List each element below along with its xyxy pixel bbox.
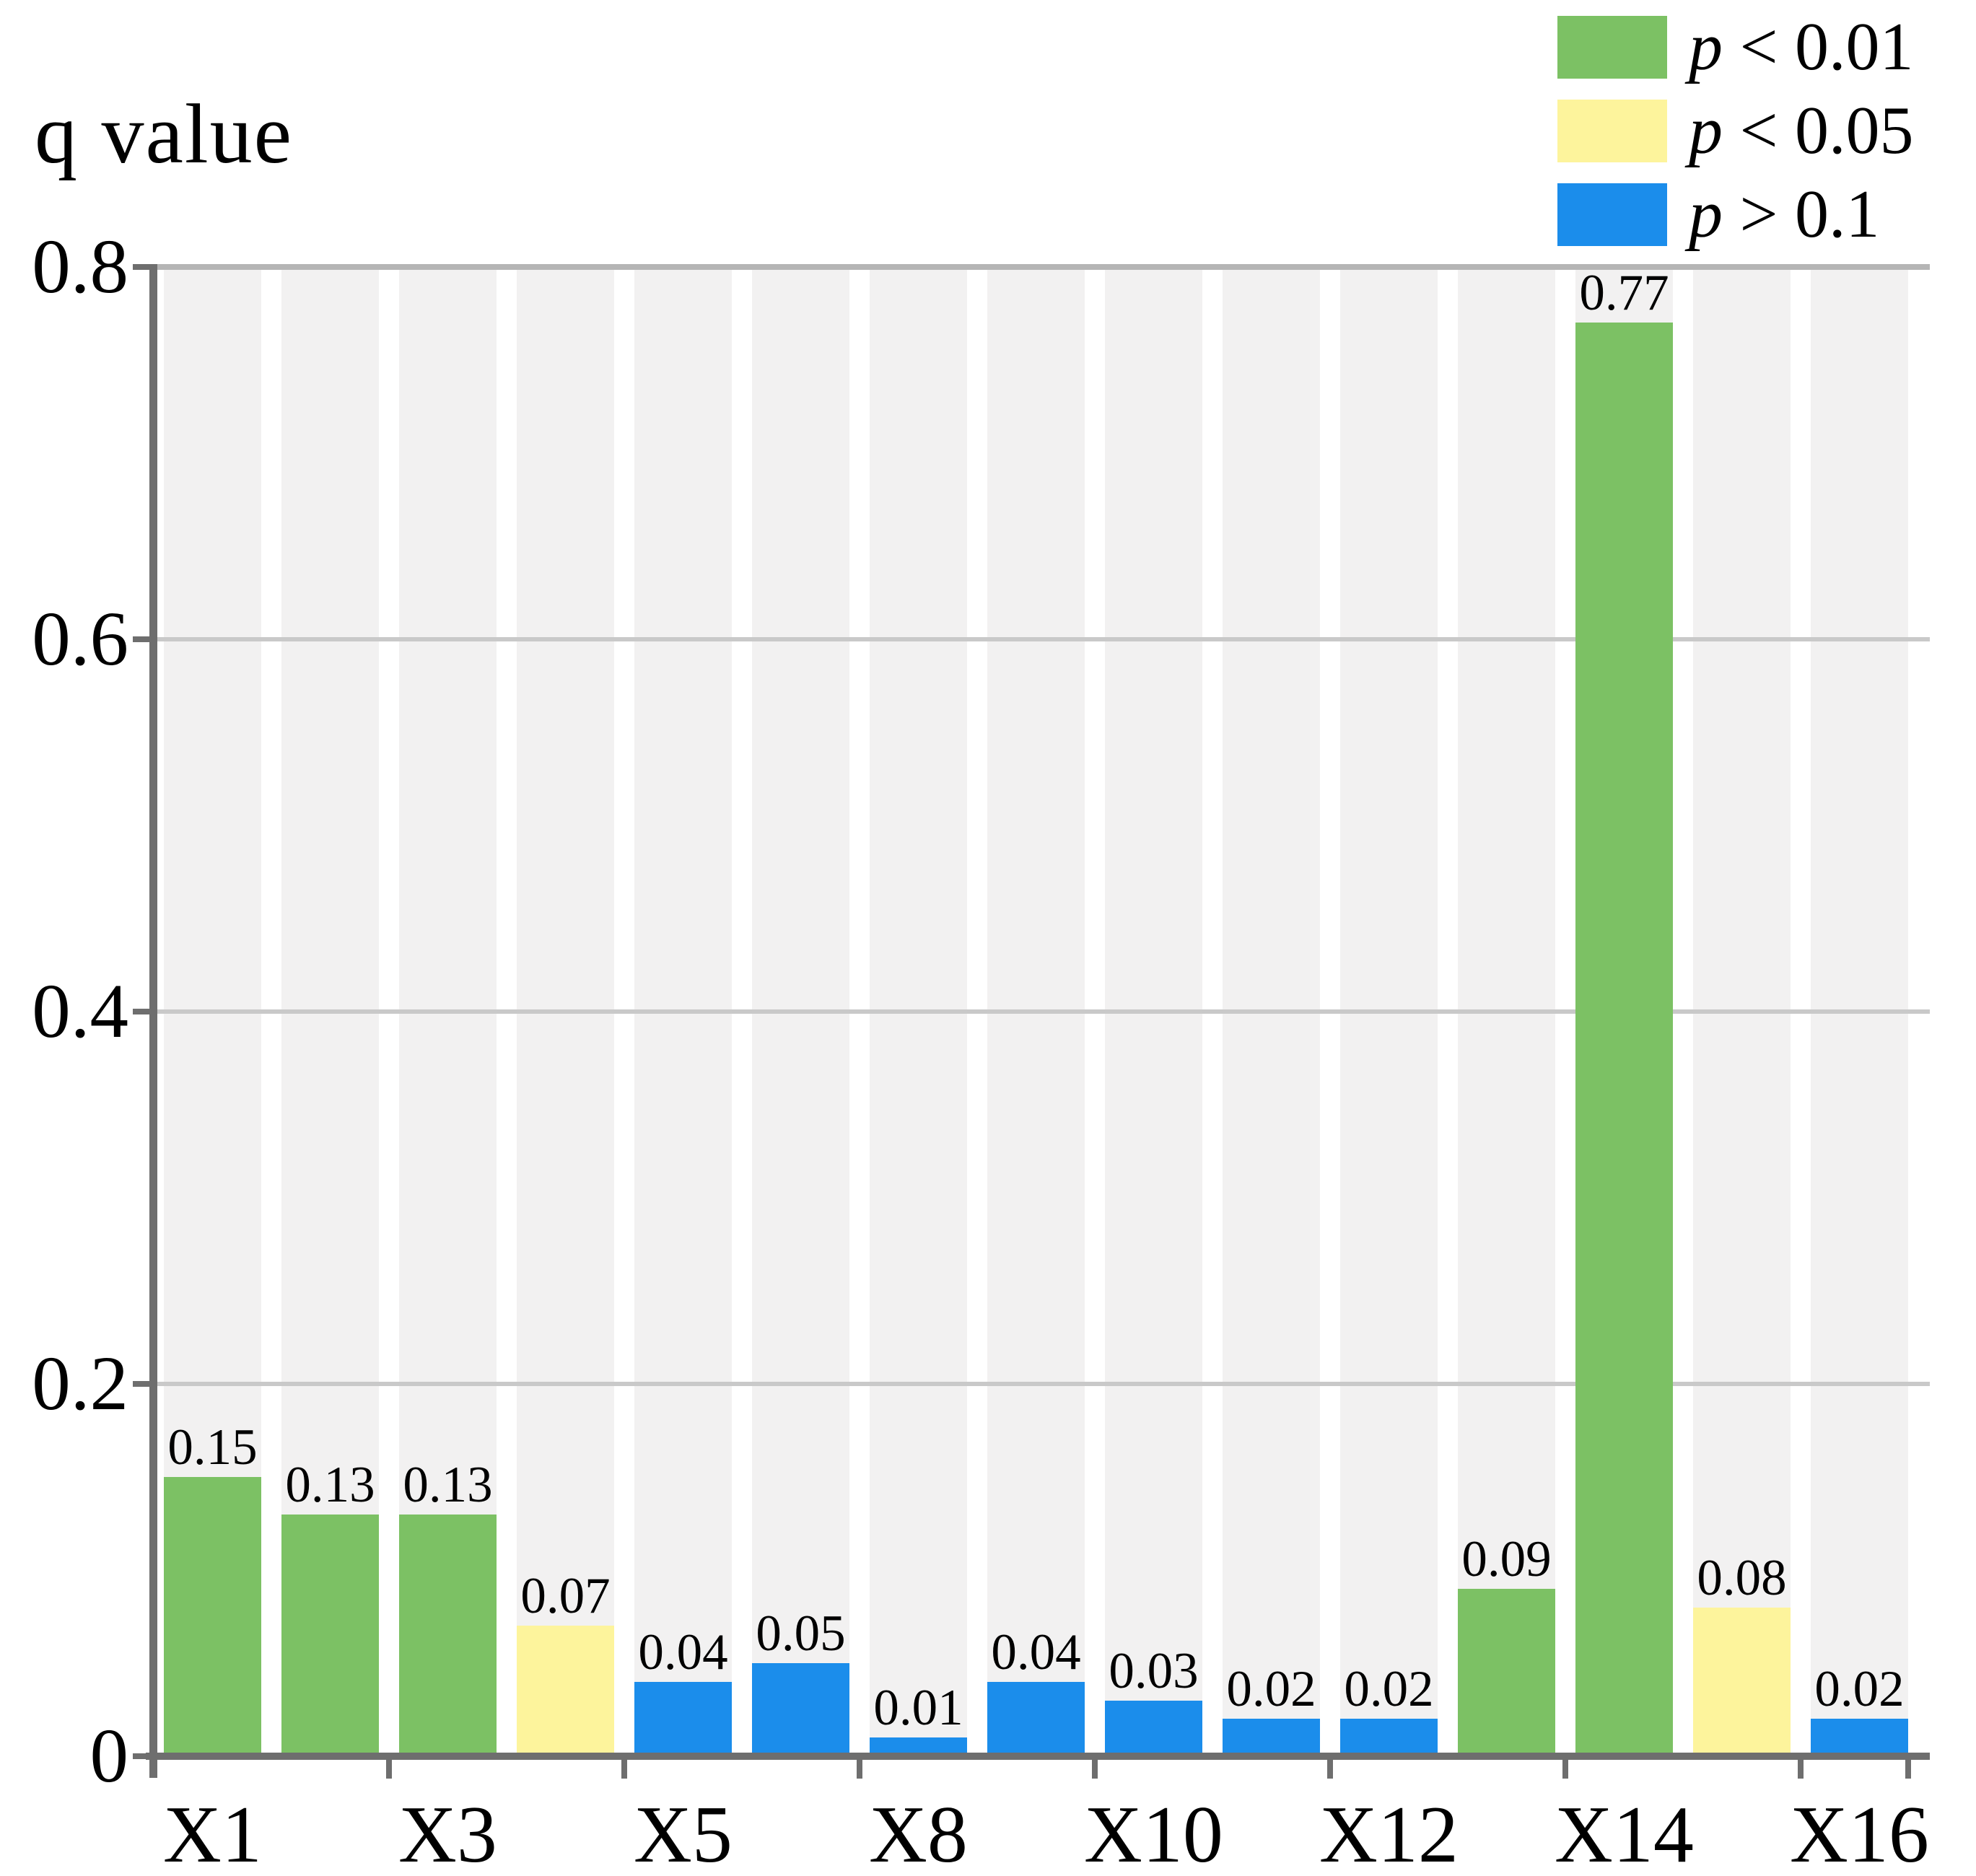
legend-label: p > 0.1 bbox=[1689, 180, 1880, 248]
y-axis-tick bbox=[133, 264, 149, 270]
legend-threshold-text: > 0.1 bbox=[1723, 177, 1880, 252]
bar bbox=[1340, 1719, 1438, 1753]
x-axis-tick bbox=[1905, 1760, 1911, 1779]
bar-value-label: 0.02 bbox=[1814, 1661, 1905, 1717]
bar-value-label: 0.77 bbox=[1579, 265, 1669, 321]
y-axis-tick-label: 0.4 bbox=[32, 968, 128, 1054]
y-axis-tick bbox=[133, 1753, 149, 1759]
bar-value-label: 0.05 bbox=[756, 1605, 846, 1662]
legend-item: p < 0.01 bbox=[1557, 13, 1914, 81]
x-axis-tick bbox=[1798, 1760, 1804, 1779]
x-axis-tick bbox=[1562, 1760, 1568, 1779]
bar-value-label: 0.07 bbox=[520, 1568, 611, 1624]
bar bbox=[164, 1477, 261, 1753]
y-axis-title: q value bbox=[35, 87, 294, 181]
bar-value-label: 0.02 bbox=[1226, 1661, 1316, 1717]
legend-threshold-text: < 0.01 bbox=[1723, 9, 1914, 84]
bar bbox=[281, 1515, 379, 1753]
x-axis-tick bbox=[621, 1760, 627, 1779]
bar bbox=[1575, 323, 1673, 1753]
legend-swatch bbox=[1557, 183, 1667, 246]
x-axis-tick-label: X14 bbox=[1555, 1790, 1694, 1876]
bar bbox=[634, 1682, 732, 1753]
gridline bbox=[157, 637, 1930, 641]
y-axis-tick-label: 0.8 bbox=[32, 224, 128, 310]
gridline bbox=[157, 1009, 1930, 1014]
x-axis-tick-label: X5 bbox=[634, 1790, 733, 1876]
x-axis-tick-label: X1 bbox=[163, 1790, 262, 1876]
legend-label: p < 0.01 bbox=[1689, 13, 1914, 81]
legend-threshold-text: < 0.05 bbox=[1723, 93, 1914, 168]
x-axis-tick-label: X12 bbox=[1319, 1790, 1459, 1876]
bar bbox=[987, 1682, 1085, 1753]
bar-value-label: 0.13 bbox=[403, 1457, 493, 1513]
bar-value-label: 0.03 bbox=[1109, 1643, 1199, 1699]
bar bbox=[399, 1515, 497, 1753]
bar bbox=[1693, 1608, 1791, 1753]
y-axis-tick-label: 0.2 bbox=[32, 1341, 128, 1426]
legend-swatch bbox=[1557, 16, 1667, 79]
x-axis-tick bbox=[857, 1760, 862, 1779]
y-axis-tick bbox=[133, 1381, 149, 1387]
legend-p-symbol: p bbox=[1689, 177, 1723, 252]
x-axis-line bbox=[146, 1753, 1930, 1760]
bar-value-label: 0.02 bbox=[1344, 1661, 1434, 1717]
bar bbox=[1811, 1719, 1908, 1753]
x-axis-tick-label: X10 bbox=[1084, 1790, 1223, 1876]
bar-value-label: 0.04 bbox=[638, 1624, 728, 1680]
x-axis-tick bbox=[1092, 1760, 1098, 1779]
legend-swatch bbox=[1557, 100, 1667, 162]
gridline bbox=[157, 1382, 1930, 1386]
bar-value-label: 0.09 bbox=[1461, 1531, 1552, 1587]
bar-value-label: 0.13 bbox=[285, 1457, 375, 1513]
y-axis-tick bbox=[133, 636, 149, 642]
x-axis-tick bbox=[386, 1760, 392, 1779]
y-axis-tick bbox=[133, 1009, 149, 1014]
legend-item: p > 0.1 bbox=[1557, 180, 1914, 248]
bar bbox=[1223, 1719, 1320, 1753]
bar-value-label: 0.08 bbox=[1697, 1550, 1787, 1606]
x-axis-tick bbox=[1327, 1760, 1333, 1779]
x-axis-tick-label: X3 bbox=[398, 1790, 497, 1876]
legend-label: p < 0.05 bbox=[1689, 97, 1914, 165]
y-axis-tick-label: 0.6 bbox=[32, 596, 128, 682]
legend: p < 0.01 p < 0.05 p > 0.1 bbox=[1557, 13, 1914, 267]
bar-value-label: 0.15 bbox=[167, 1419, 258, 1476]
legend-p-symbol: p bbox=[1689, 93, 1723, 168]
bar bbox=[517, 1626, 614, 1753]
bar-value-label: 0.01 bbox=[873, 1680, 963, 1736]
x-axis-tick-label: X8 bbox=[869, 1790, 968, 1876]
bar bbox=[1105, 1701, 1202, 1753]
y-axis-line bbox=[149, 264, 157, 1778]
x-axis-tick-label: X16 bbox=[1790, 1790, 1929, 1876]
bar bbox=[870, 1737, 967, 1753]
plot-top-border bbox=[149, 264, 1930, 270]
bar bbox=[1458, 1589, 1555, 1753]
bar-value-label: 0.04 bbox=[991, 1624, 1081, 1680]
legend-p-symbol: p bbox=[1689, 9, 1723, 84]
legend-item: p < 0.05 bbox=[1557, 97, 1914, 165]
bar bbox=[752, 1663, 849, 1753]
y-axis-tick-label: 0 bbox=[89, 1713, 129, 1799]
